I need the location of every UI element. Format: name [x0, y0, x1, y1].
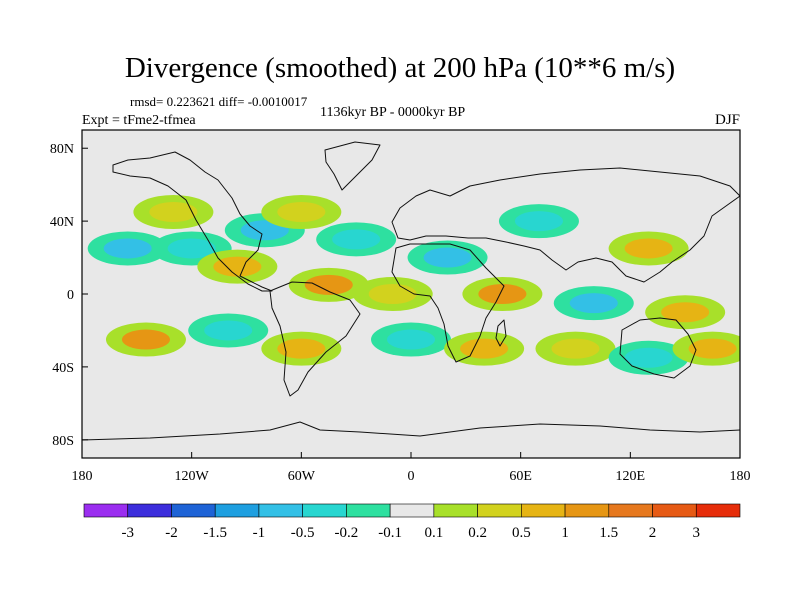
- x-tick-label-2: 60W: [288, 469, 316, 484]
- coast-madagascar: [495, 319, 507, 347]
- feature-core-15: [121, 329, 170, 350]
- feature-core-19: [460, 338, 509, 359]
- colorbar-box-4: [258, 503, 303, 518]
- feature-core-7: [332, 229, 381, 250]
- colorbar-box-11: [564, 503, 610, 518]
- colorbar-box-9: [477, 503, 522, 518]
- x-tick-label-1: 120W: [175, 469, 210, 484]
- feature-core-6: [304, 274, 353, 295]
- colorbar-box-2: [171, 503, 216, 518]
- feature-core-12: [569, 293, 618, 314]
- feature-core-11: [514, 211, 563, 232]
- coast-antarctica: [82, 421, 740, 441]
- feature-core-2: [167, 238, 216, 259]
- feature-core-18: [387, 329, 435, 350]
- coast-australia: [619, 317, 697, 379]
- coast-africa: [391, 243, 505, 363]
- colorbar-box-14: [695, 503, 741, 518]
- experiment-label: Expt = tFme2-tfmea: [82, 113, 196, 128]
- colorbar-label-8: 0.2: [468, 525, 487, 541]
- feature-core-1: [149, 202, 198, 222]
- coastlines: [82, 141, 740, 441]
- colorbar-label-7: 0.1: [424, 525, 443, 541]
- y-tick-label-1: 40N: [50, 215, 74, 230]
- coast-europe-asia: [391, 167, 740, 283]
- colorbar-box-10: [521, 503, 566, 518]
- feature-core-13: [624, 238, 673, 259]
- y-tick-label-2: 0: [67, 288, 74, 303]
- feature-core-20: [551, 338, 600, 359]
- feature-core-14: [661, 302, 710, 323]
- chart-title: Divergence (smoothed) at 200 hPa (10**6 …: [124, 52, 676, 84]
- feature-core-9: [423, 247, 472, 268]
- feature-core-8: [368, 284, 417, 304]
- y-axis: 80N 40N 0 40S 80S: [50, 142, 88, 449]
- colorbar-box-13: [652, 503, 697, 518]
- colorbar-label-2: -1.5: [203, 525, 227, 541]
- colorbar-label-0: -3: [121, 525, 134, 541]
- x-axis: 180 120W 60W 0 60E 120E 180: [72, 452, 751, 484]
- divergence-fields: [87, 195, 740, 375]
- period-label: 1136kyr BP - 0000kyr BP: [320, 105, 466, 120]
- x-tick-label-0: 180: [72, 469, 93, 484]
- season-label: DJF: [714, 112, 740, 128]
- colorbar-label-4: -0.5: [291, 525, 315, 541]
- feature-core-5: [277, 202, 326, 222]
- feature-core-21: [624, 347, 673, 368]
- x-tick-label-3: 0: [408, 469, 415, 484]
- colorbar-label-3: -1: [253, 525, 266, 541]
- feature-core-22: [688, 338, 737, 359]
- coast-north-america: [112, 151, 273, 292]
- colorbar-box-12: [608, 503, 653, 518]
- colorbar: [83, 503, 741, 518]
- colorbar-box-7: [389, 503, 435, 518]
- colorbar-box-5: [302, 503, 347, 518]
- feature-core-17: [277, 338, 326, 359]
- colorbar-label-11: 1.5: [599, 525, 618, 541]
- colorbar-label-1: -2: [165, 525, 178, 541]
- coast-south-america: [269, 281, 361, 397]
- stats-label: rmsd= 0.223621 diff= -0.0010017: [130, 94, 308, 109]
- y-tick-label-3: 40S: [52, 361, 74, 376]
- y-tick-label-4: 80S: [52, 434, 74, 449]
- feature-core-10: [478, 284, 527, 304]
- x-tick-label-6: 180: [730, 469, 751, 484]
- x-tick-label-4: 60E: [509, 469, 532, 484]
- feature-core-16: [204, 320, 253, 341]
- colorbar-labels: -3 -2 -1.5 -1 -0.5 -0.2 -0.1 0.1 0.2 0.5 1 1.5 2 3: [121, 525, 700, 541]
- colorbar-box-0: [83, 503, 129, 518]
- y-tick-label-0: 80N: [50, 142, 74, 157]
- colorbar-box-3: [214, 503, 260, 518]
- feature-core-3: [213, 256, 262, 277]
- colorbar-label-9: 0.5: [512, 525, 531, 541]
- colorbar-box-8: [433, 503, 478, 518]
- colorbar-label-6: -0.1: [378, 525, 402, 541]
- colorbar-label-10: 1: [561, 525, 569, 541]
- colorbar-label-5: -0.2: [335, 525, 359, 541]
- x-tick-label-5: 120E: [616, 469, 646, 484]
- feature-core-0: [103, 238, 152, 259]
- coast-greenland: [324, 141, 381, 191]
- colorbar-box-1: [127, 503, 172, 518]
- colorbar-box-6: [346, 503, 391, 518]
- colorbar-label-12: 2: [649, 525, 657, 541]
- colorbar-label-13: 3: [693, 525, 701, 541]
